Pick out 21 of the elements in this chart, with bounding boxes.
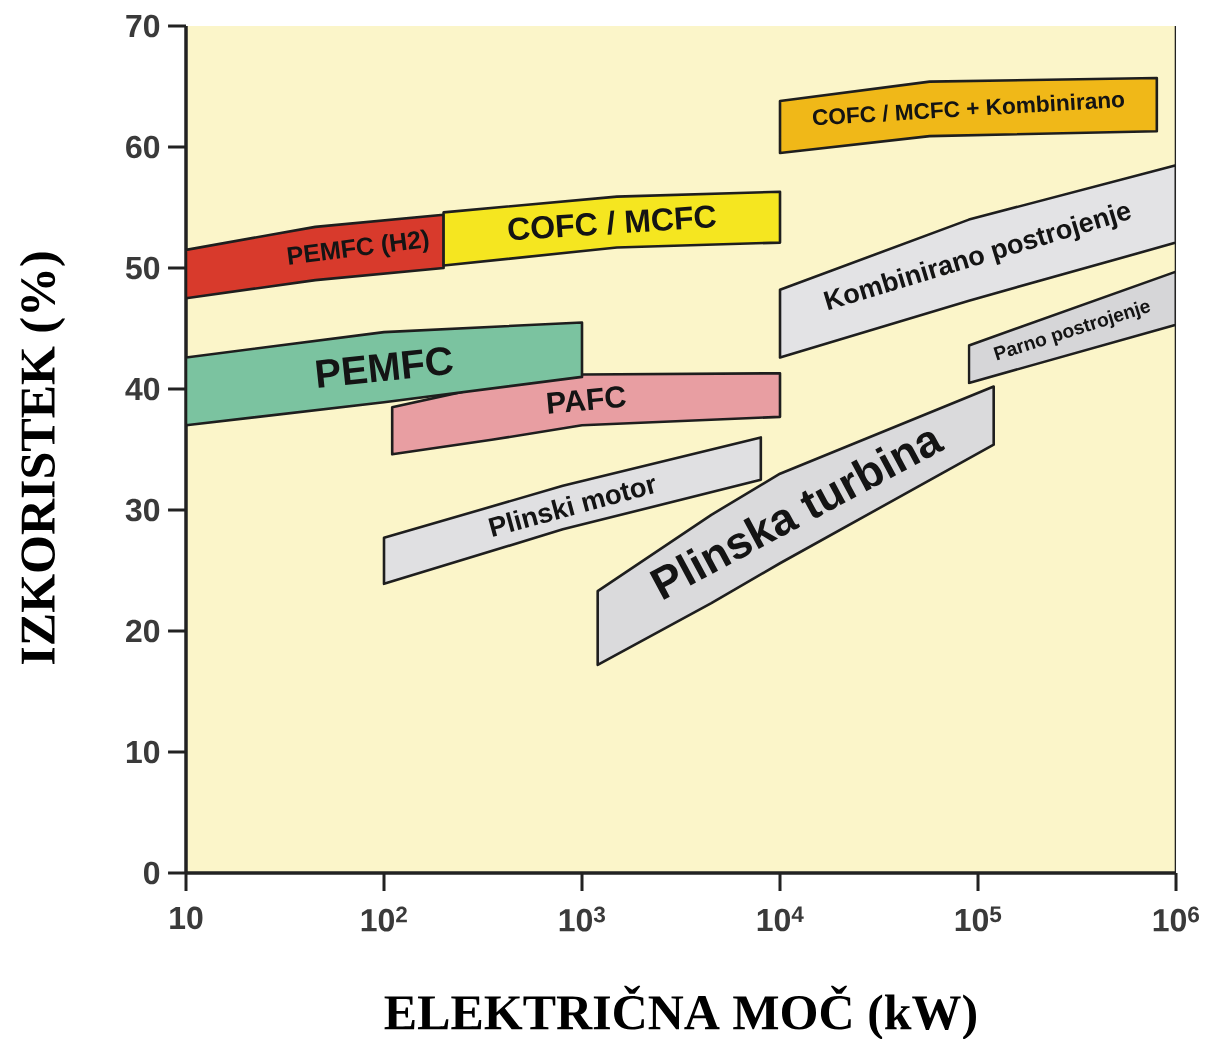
text: PAFC [547,386,626,414]
y-tick-label: 30 [125,498,160,522]
x-tick-label: 10 [170,906,203,930]
y-axis-title: IZKORISTEK (%) [19,252,66,664]
y-tick-label: 10 [126,740,160,764]
x-tick-label: 10$^{4}$ [757,906,804,932]
y-tick-label: 20 [126,619,160,643]
x-tick-label: 10$^{5}$ [955,906,1002,932]
x-tick-label: 10$^{3}$ [559,906,605,932]
text: PEMFC [315,347,453,388]
x-axis-title: ELEKTRIČNA MOČ (kW) [384,985,976,1039]
y-tick-label: 70 [126,14,160,38]
y-tick-label: 40 [125,377,160,401]
y-tick-label: 50 [125,256,160,280]
y-tick-label: 60 [126,135,160,159]
x-tick-label: 10$^{2}$ [361,906,407,932]
text: PEMFC (H2) [287,229,429,265]
text: COFC / MCFC [508,205,716,241]
text: COFC / MCFC + Kombinirano [812,93,1125,126]
y-tick-label: 0 [144,861,160,885]
x-tick-label: 10$^{6}$ [1153,906,1199,932]
